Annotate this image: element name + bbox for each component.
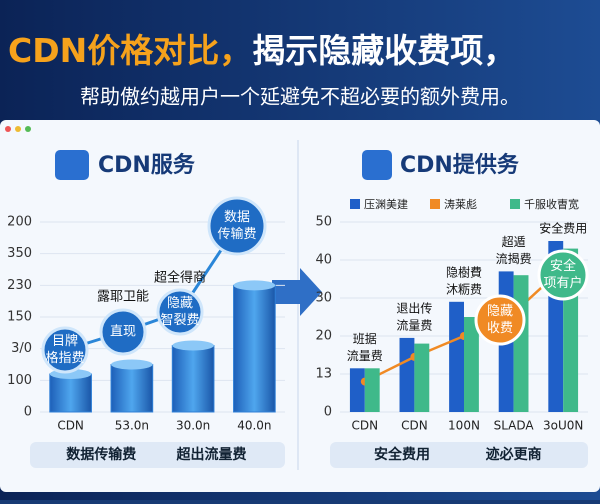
y-tick-label: 13 [315,367,332,382]
footer-label: 超出流量费 [176,446,247,463]
y-tick-label: 3/0 [11,341,32,356]
dot [5,126,11,132]
annotation: 流量费 [396,318,432,332]
annotation: 班据 [353,332,377,346]
bubble [207,196,267,256]
x-tick-label: 30.0n [176,419,210,433]
x-tick-label: 40.0n [237,419,271,433]
x-tick-label: CDN [351,419,378,433]
bar [110,364,154,413]
y-tick-label: 40 [315,253,332,268]
icon [55,150,89,180]
dot [25,126,31,132]
bubble [156,288,204,336]
bar-top [172,340,214,351]
footer-label: 安全费用 [374,446,430,463]
annotation: 流揭费 [496,251,532,266]
bar [349,368,365,412]
annotation: 目牌 [52,333,78,349]
legend-label: 压渊美建 [364,197,408,211]
x-tick-label: CDN [401,419,428,433]
annotation: 超遁 [502,234,526,249]
y-tick-label: 230 [7,278,32,293]
bar-top [233,280,276,291]
bar [171,345,215,413]
arrow [272,268,322,316]
bar [464,317,479,412]
annotation: 露耶卫能 [97,290,149,305]
bar [364,368,380,412]
annotation: 隐藏 [487,304,513,319]
x-tick-label: 100N [448,419,480,433]
legend-label: 千服收曺宽 [524,197,579,211]
legend-swatch [510,199,520,209]
legend-swatch [350,199,360,209]
bar [233,284,276,413]
bubble [99,308,147,356]
chart-title: CDN服务 [98,153,196,178]
annotation: 直现 [110,325,136,340]
annotation: 安全费用 [539,221,587,236]
y-tick-label: 30 [315,291,332,306]
annotation: 项有户 [543,275,582,291]
legend-swatch [430,199,440,209]
annotation: 隐藏 [167,296,193,311]
bubble [474,294,526,346]
annotation: 格指费 [45,350,84,366]
y-tick-label: 0 [24,405,32,420]
annotation: 流量费 [347,349,383,363]
bar [513,275,529,412]
annotation: 收费 [487,321,513,336]
bar [399,337,415,412]
y-tick-label: 0 [324,405,332,420]
annotation: 沐粝费 [446,282,482,296]
annotation: 安全 [550,258,576,274]
bubble [41,326,89,374]
x-tick-label: CDN [57,419,84,433]
annotation: 退出传 [396,300,432,315]
footer-pill [30,442,285,468]
bubble [537,249,589,301]
subtitle: 帮助傲约越用户一个延避免不超必要的额外费用。 [80,85,520,109]
bar-top [111,359,153,370]
y-tick-label: 150 [7,310,32,325]
chart-title: CDN提供务 [400,152,520,178]
legend-label: 涛莱彪 [444,197,477,211]
title: CDN价格对比，揭示隐藏收费项， [8,31,516,70]
title-rest: 揭示隐藏收费项， [252,31,516,70]
annotation: 隐樹費 [446,264,482,279]
dot [15,126,21,132]
x-tick-label: SLADA [494,419,535,433]
bar [449,301,464,412]
y-tick-label: 50 [315,215,332,230]
y-tick-label: 200 [7,215,32,230]
y-tick-label: 350 [7,246,32,261]
bar [414,343,430,412]
y-tick-label: 100 [7,373,32,388]
annotation: 超全得商 [154,270,206,286]
icon [362,150,392,180]
annotation: 传输费 [217,226,256,242]
x-tick-label: 3oU0N [543,419,583,433]
annotation: 数据 [224,210,250,225]
y-tick-label: 20 [315,329,332,344]
footer-label: 迹必更商 [486,446,542,463]
trend [64,225,239,352]
x-tick-label: 53.0n [115,419,149,433]
annotation: 智裂费 [160,313,199,328]
footer-label: 数据传输费 [66,446,136,463]
bar [49,373,92,413]
footer-pill [330,442,588,468]
title-highlight: CDN价格对比， [8,31,252,70]
